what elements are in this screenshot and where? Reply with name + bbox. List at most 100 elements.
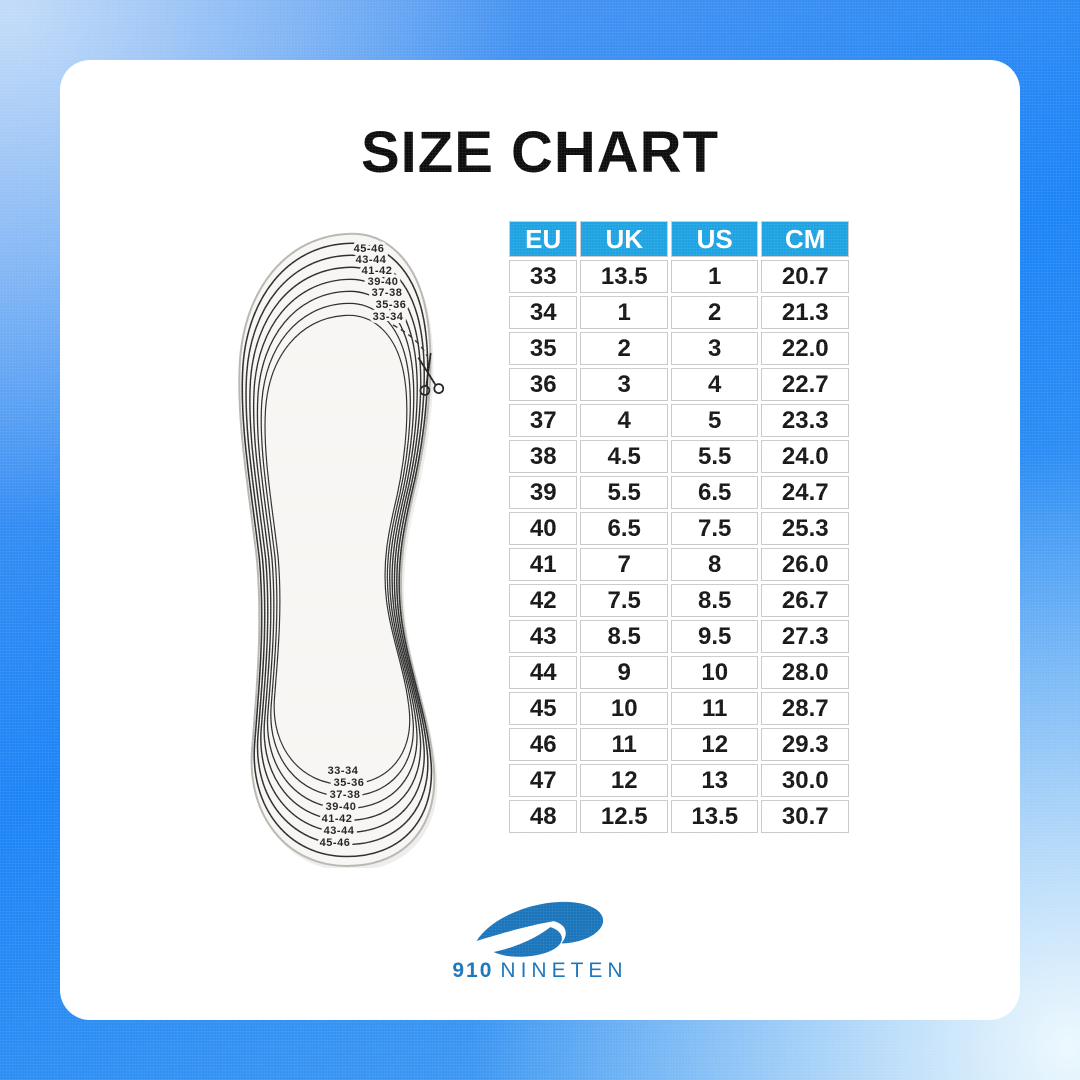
table-cell: 40 (509, 512, 578, 545)
insole-outline (238, 232, 436, 868)
cut-guide-dash (392, 324, 428, 357)
table-cell: 45 (509, 692, 578, 725)
table-cell: 42 (509, 584, 578, 617)
table-cell: 47 (509, 764, 578, 797)
insole-size-label-bottom: 45-46 (320, 837, 351, 849)
table-cell: 5.5 (580, 476, 668, 509)
table-row: 43 8.5 9.5 27.3 (509, 620, 849, 653)
table-cell: 27.3 (761, 620, 849, 653)
trim-line (256, 290, 418, 810)
table-cell: 7 (580, 548, 668, 581)
table-cell: 26.7 (761, 584, 849, 617)
table-cell: 46 (509, 728, 578, 761)
table-cell: 12 (670, 728, 759, 761)
table-cell: 13 (670, 764, 759, 797)
column-header-us: US (670, 221, 759, 257)
table-row: 34 1 2 21.3 (509, 296, 849, 329)
table-cell: 7.5 (670, 512, 759, 545)
table-cell: 41 (509, 548, 578, 581)
table-cell: 30.0 (761, 764, 849, 797)
table-cell: 12.5 (580, 800, 668, 833)
table-cell: 9.5 (670, 620, 759, 653)
scissors-icon (417, 352, 445, 396)
table-cell: 2 (670, 296, 759, 329)
table-cell: 30.7 (761, 800, 849, 833)
table-cell: 29.3 (761, 728, 849, 761)
table-cell: 28.7 (761, 692, 849, 725)
trim-line (260, 302, 414, 798)
table-cell: 11 (580, 728, 668, 761)
table-row: 48 12.5 13.5 30.7 (509, 800, 849, 833)
table-row: 46 11 12 29.3 (509, 728, 849, 761)
table-row: 33 13.5 1 20.7 (509, 260, 849, 293)
table-cell: 22.7 (761, 368, 849, 401)
table-cell: 21.3 (761, 296, 849, 329)
table-row: 37 4 5 23.3 (509, 404, 849, 437)
insole-size-label-top: 35-36 (376, 299, 407, 311)
table-cell: 5 (670, 404, 759, 437)
insole-size-label-bottom: 35-36 (334, 777, 365, 789)
table-cell: 4 (580, 404, 668, 437)
table-row: 39 5.5 6.5 24.7 (509, 476, 849, 509)
table-row: 47 12 13 30.0 (509, 764, 849, 797)
table-cell: 7.5 (580, 584, 668, 617)
insole-size-label-top: 41-42 (362, 265, 393, 277)
insole-size-label-top: 43-44 (356, 254, 387, 266)
table-row: 38 4.5 5.5 24.0 (509, 440, 849, 473)
table-cell: 20.7 (761, 260, 849, 293)
table-cell: 44 (509, 656, 578, 689)
column-header-cm: CM (761, 221, 849, 257)
table-cell: 10 (670, 656, 759, 689)
table-row: 44 9 10 28.0 (509, 656, 849, 689)
insole-size-label-top: 45-46 (354, 243, 385, 255)
table-cell: 10 (580, 692, 668, 725)
table-cell: 6.5 (670, 476, 759, 509)
table-cell: 23.3 (761, 404, 849, 437)
insole-size-label-bottom: 43-44 (324, 825, 355, 837)
table-cell: 37 (509, 404, 578, 437)
table-cell: 43 (509, 620, 578, 653)
insole-size-label-top: 39-40 (368, 276, 399, 288)
table-cell: 12 (580, 764, 668, 797)
trim-line (264, 314, 411, 786)
table-row: 42 7.5 8.5 26.7 (509, 584, 849, 617)
column-header-eu: EU (509, 221, 578, 257)
table-cell: 8.5 (670, 584, 759, 617)
insole-size-label-bottom: 37-38 (330, 789, 361, 801)
table-cell: 28.0 (761, 656, 849, 689)
size-table: EU UK US CM 33 13.5 1 20.7 34 1 2 21.3 35 2 3 22.0 36 3 4… (506, 218, 852, 836)
table-cell: 35 (509, 332, 578, 365)
table-cell: 6.5 (580, 512, 668, 545)
column-header-uk: UK (580, 221, 668, 257)
table-cell: 9 (580, 656, 668, 689)
table-cell: 22.0 (761, 332, 849, 365)
table-cell: 24.0 (761, 440, 849, 473)
table-cell: 11 (670, 692, 759, 725)
table-row: 36 3 4 22.7 (509, 368, 849, 401)
brand-swoosh-icon (476, 901, 604, 957)
table-row: 41 7 8 26.0 (509, 548, 849, 581)
table-row: 45 10 11 28.7 (509, 692, 849, 725)
table-cell: 4.5 (580, 440, 668, 473)
brand-name: NINETEN (500, 959, 628, 982)
insole-size-label-bottom: 39-40 (326, 801, 357, 813)
insole-size-label-bottom: 33-34 (328, 765, 359, 777)
table-cell: 48 (509, 800, 578, 833)
brand-logo: 910 NINETEN (60, 898, 1020, 981)
insole-size-label-top: 33-34 (373, 311, 404, 323)
table-cell: 13.5 (580, 260, 668, 293)
table-cell: 38 (509, 440, 578, 473)
table-cell: 1 (670, 260, 759, 293)
size-table-head-row: EU UK US CM (509, 221, 849, 257)
insole-size-label-top: 37-38 (372, 287, 403, 299)
insole-size-label-bottom: 41-42 (322, 813, 353, 825)
table-cell: 2 (580, 332, 668, 365)
table-cell: 8.5 (580, 620, 668, 653)
table-row: 40 6.5 7.5 25.3 (509, 512, 849, 545)
table-cell: 24.7 (761, 476, 849, 509)
table-cell: 36 (509, 368, 578, 401)
insole-illustration: 45-46 43-44 41-42 39-40 37-38 35-36 33-3… (238, 232, 445, 868)
table-cell: 33 (509, 260, 578, 293)
brand-wordmark: 910 NINETEN (60, 960, 1020, 981)
